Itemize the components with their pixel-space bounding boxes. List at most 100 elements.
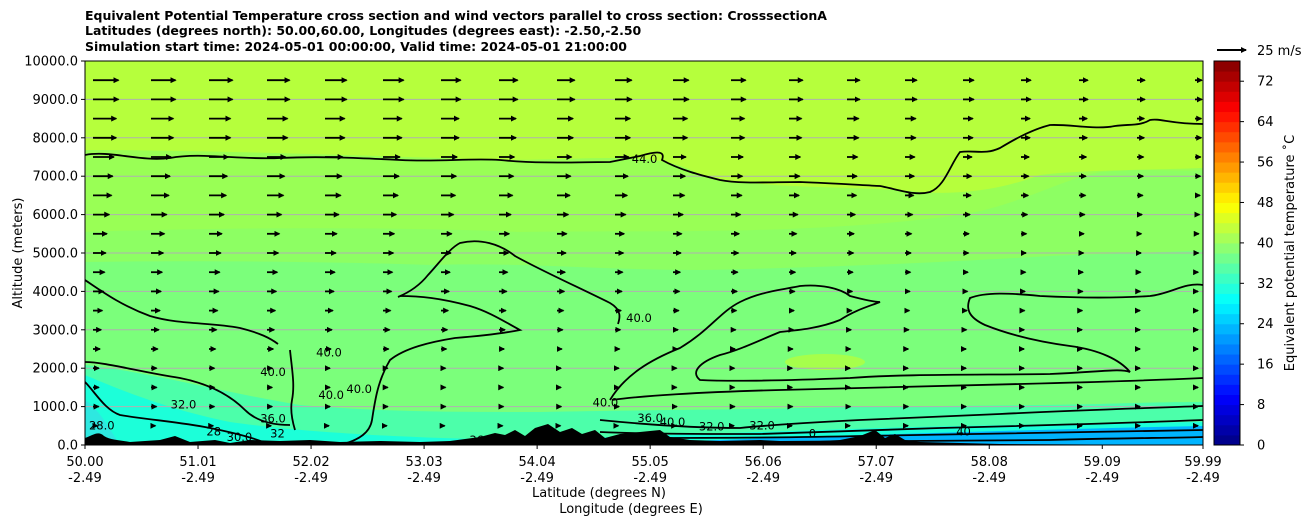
x-tick-label-lat: 54.04 [519,455,556,470]
contour-label: 40.0 [626,311,652,325]
x-tick-label-lat: 58.08 [971,455,1008,470]
colorbar-tick-label: 72 [1257,75,1274,90]
colorbar-band [1214,212,1240,224]
layer-28-south [85,400,120,445]
colorbar-band [1214,182,1240,193]
x-tick-label-lat: 59.09 [1084,455,1121,470]
x-axis-ticks: 50.00-2.4951.01-2.4952.02-2.4953.03-2.49… [66,445,1222,486]
colorbar-band [1214,61,1240,72]
contour-label: 40.0 [316,346,342,360]
y-tick-label: 9000.0 [33,93,79,108]
contour-40-a [85,279,279,345]
colorbar-band [1214,394,1240,406]
colorbar-band [1214,414,1240,426]
colorbar-band [1214,101,1240,113]
colorbar-band [1214,374,1240,385]
colorbar-band [1214,253,1240,264]
colorbar-tick-label: 56 [1257,156,1274,171]
colorbar-band [1214,283,1240,294]
colorbar-tick-label: 24 [1257,317,1274,332]
contour-label: 36.0 [637,411,663,425]
colorbar-band [1214,131,1240,143]
x-tick-label-lon: -2.49 [633,471,667,486]
colorbar-band [1214,313,1240,325]
colorbar-band [1214,232,1240,244]
x-axis-label-lon: Longitude (degrees E) [559,502,703,517]
colorbar-band [1214,384,1240,395]
contour-40-e [289,349,296,431]
chart-title-line-2: Latitudes (degrees north): 50.00,60.00, … [85,23,642,38]
contour-label: 40.0 [318,388,344,402]
contour-label: 40.0 [593,396,619,410]
contour-label: 32.0 [749,419,775,433]
x-tick-label-lon: -2.49 [407,471,441,486]
colorbar-band [1214,303,1240,315]
x-tick-label-lon: -2.49 [859,471,893,486]
colorbar-band [1214,162,1240,173]
colorbar-band [1214,111,1240,123]
colorbar-band [1214,151,1240,163]
contour-label: 32 [270,426,285,440]
y-tick-label: 10000.0 [24,55,78,70]
y-axis-ticks: 0.0 1000.0 2000.0 3000.0 4000.0 5000.0 6000.0 7… [24,55,85,454]
y-tick-label: 8000.0 [33,131,79,146]
contour-40-d [609,283,1203,401]
colorbar-band [1214,333,1240,345]
x-axis-label-lat: Latitude (degrees N) [532,486,666,501]
x-tick-label-lat: 57.07 [858,455,895,470]
x-tick-label-lon: -2.49 [1186,471,1220,486]
colorbar-tick-label: 0 [1257,439,1265,454]
colorbar-band [1214,91,1240,102]
wind-vectors [92,77,1203,429]
colorbar-band [1214,71,1240,82]
contour-label: 32.0 [171,398,197,412]
x-tick-label-lat: 50.00 [66,455,103,470]
x-tick-label-lon: -2.49 [181,471,215,486]
contour-32-south [85,381,271,445]
x-tick-label-lat: 56.06 [745,455,782,470]
contour-label: 36 [469,433,484,447]
contour-label: 32.0 [699,419,725,433]
colorbar-band [1214,424,1240,436]
contour-44 [85,118,1203,195]
colorbar-band [1214,222,1240,234]
colorbar-tick-label: 8 [1257,398,1265,413]
contour-label: 40.0 [660,415,686,429]
contour-label: 40 [956,424,971,438]
x-tick-label-lat: 53.03 [405,455,442,470]
colorbar-tick-label: 48 [1257,196,1274,211]
contour-low-1 [599,405,1203,429]
colorbar [1214,61,1240,446]
y-tick-label: 2000.0 [33,362,79,377]
y-tick-label: 6000.0 [33,208,79,223]
colorbar-band [1214,293,1240,305]
contour-label: 28 [206,424,221,438]
y-tick-label: 3000.0 [33,323,79,338]
colorbar-tick-label: 64 [1257,115,1274,130]
contour-label: 44.0 [632,152,658,166]
x-tick-label-lat: 51.01 [179,455,216,470]
layer-40 [85,250,1203,445]
colorbar-band [1214,202,1240,214]
x-tick-label-lat: 52.02 [292,455,329,470]
contour-40-b [397,240,621,325]
y-tick-label: 0.0 [57,439,78,454]
colorbar-ticks: 0 8 16 24 32 40 48 56 64 72 [1240,75,1274,454]
colorbar-band [1214,172,1240,183]
layer-32 [85,375,1203,445]
contour-label: 28.0 [89,419,115,433]
x-tick-label-lon: -2.49 [746,471,780,486]
plot-area: 44.040.040.040.040.0 40.032.036.028.0 28 30… [85,61,1203,447]
colorbar-band [1214,81,1240,92]
x-tick-label-lon: -2.49 [972,471,1006,486]
contour-labels: 44.040.040.040.040.0 40.032.036.028.0 28 30… [89,152,971,447]
x-tick-label-lon: -2.49 [520,471,554,486]
x-tick-label-lon: -2.49 [68,471,102,486]
colorbar-label: Equivalent potential temperature ˚C [1282,135,1298,371]
y-tick-label: 4000.0 [33,285,79,300]
terrain [85,424,1203,445]
colorbar-band [1214,192,1240,203]
contour-40-c [339,295,523,445]
y-tick-label: 1000.0 [33,400,79,415]
